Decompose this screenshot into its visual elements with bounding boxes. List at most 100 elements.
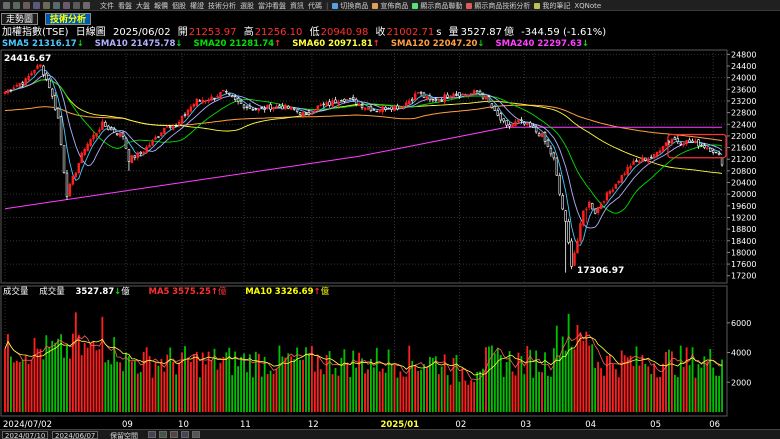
candle-body — [236, 97, 240, 102]
menu-symbol-technical[interactable]: 顯示商品技術分析 — [466, 1, 530, 11]
menu-stock[interactable]: 個股 — [172, 1, 186, 10]
menu-separator: | — [326, 1, 329, 10]
symbol-name[interactable]: 加權指數(TSE) — [2, 27, 69, 38]
status-field-1[interactable]: 2024/07/10 — [2, 431, 49, 439]
candle-body — [626, 167, 629, 175]
menu-warrant[interactable]: 權證 — [190, 1, 204, 10]
candle-body — [225, 91, 228, 93]
candle-body — [717, 153, 721, 155]
tab-intraday[interactable]: 走勢圖 — [1, 13, 39, 25]
candle-body — [154, 137, 157, 140]
volume-axis: 6000 4000 2000 — [727, 319, 751, 387]
candle-body — [605, 192, 609, 201]
status-icon[interactable] — [181, 431, 189, 438]
volume-bar — [316, 356, 319, 412]
sma20-legend: SMA20 21281.74↑ — [193, 39, 281, 49]
sma60-value: 20971.81 — [328, 39, 373, 49]
candle-body — [691, 140, 694, 143]
volume-panel-frame — [0, 285, 728, 417]
volume-bar — [609, 354, 611, 412]
status-icon[interactable] — [192, 431, 200, 438]
volume-bar — [520, 356, 523, 412]
candle-body — [83, 148, 86, 155]
volume-bar — [544, 352, 546, 412]
status-icon[interactable] — [170, 431, 178, 438]
volume-bar — [712, 367, 715, 412]
menu-watch[interactable]: 看盤 — [118, 1, 132, 10]
menu-my-notes[interactable]: 我的筆記 — [534, 1, 570, 11]
candle-body — [685, 140, 688, 144]
menu-file[interactable]: 文件 — [100, 1, 114, 10]
candle-body — [307, 111, 311, 115]
tab-technical[interactable]: 技術分析 — [45, 13, 92, 25]
menu-market[interactable]: 大盤 — [136, 1, 150, 10]
menu-quote[interactable]: 報價 — [154, 1, 168, 10]
period-label[interactable]: 日線圖 — [75, 27, 106, 38]
volume-bar — [184, 346, 186, 412]
menu-xqnote[interactable]: XQNote — [574, 1, 602, 10]
volume-bar — [166, 354, 169, 412]
menu-daytrade[interactable]: 當沖看盤 — [258, 1, 286, 10]
volume-ma10-line — [4, 336, 723, 376]
status-icon[interactable] — [159, 431, 167, 438]
volume-bar — [588, 345, 591, 412]
technical-chart[interactable]: 24800 24400 24000 23600 23200 22800 22400 22000… — [0, 0, 780, 429]
volume-bar — [685, 347, 688, 412]
candle-body — [396, 105, 399, 110]
volume-bar — [558, 355, 561, 412]
high-label: 高 — [243, 27, 254, 38]
candle-body — [301, 112, 305, 117]
volume-bar — [718, 375, 721, 412]
volume-bar — [517, 352, 520, 412]
menu-link-symbol[interactable]: 顯示商品聯動 — [412, 1, 462, 11]
menu-screener[interactable]: 選股 — [240, 1, 254, 10]
volume-bar — [485, 347, 487, 412]
candle-body — [245, 106, 249, 109]
volume-bar — [21, 359, 24, 412]
low-value: 20940.98 — [320, 27, 369, 38]
date-tick-label: 2024/07/02 — [3, 420, 52, 429]
candle-body — [3, 91, 7, 95]
candle-body — [331, 100, 334, 106]
moving-average-lines — [4, 69, 723, 246]
status-field-2[interactable]: 2024/06/07 — [52, 431, 99, 439]
menu-announce-symbol[interactable]: 宣佈商品 — [372, 1, 408, 11]
sma10-legend: SMA10 21475.78↓ — [95, 39, 183, 49]
high-value: 21256.10 — [254, 27, 303, 38]
candle-body — [284, 104, 287, 110]
menu-info[interactable]: 資訊 — [290, 1, 304, 10]
volume-bar — [372, 367, 375, 412]
candle-body — [98, 129, 101, 132]
menu-switch-symbol[interactable]: 切換商品 — [332, 1, 368, 11]
candle-body — [408, 100, 411, 105]
menu-code[interactable]: 代碼 — [308, 1, 322, 10]
candle-body — [160, 132, 163, 137]
candle-body — [360, 104, 364, 108]
candle-body — [230, 95, 234, 98]
candle-body — [189, 106, 193, 112]
menu-technical[interactable]: 技術分析 — [208, 1, 236, 10]
candle-body — [207, 99, 210, 102]
candle-body — [641, 157, 644, 162]
vol-label: 成交量 — [39, 287, 65, 297]
volume-bar — [721, 359, 723, 412]
volume-bar — [322, 374, 325, 412]
candle-body — [399, 107, 402, 109]
volume-panel-title: 成交量 — [3, 287, 29, 297]
volume-bar — [48, 346, 51, 412]
volume-bar — [709, 349, 712, 412]
candle-body — [50, 88, 54, 97]
candle-body — [124, 137, 128, 149]
date-tick-label: 12 — [308, 420, 319, 429]
volume-bar — [420, 369, 422, 412]
volume-bar — [653, 363, 656, 412]
candle-body — [570, 240, 573, 267]
volume-bar — [254, 351, 257, 412]
candle-body — [709, 147, 712, 152]
candle-body — [169, 126, 172, 128]
volume-bar — [308, 353, 310, 412]
volume-bar — [576, 324, 579, 412]
status-icon[interactable] — [148, 431, 156, 438]
candle-body — [567, 221, 570, 243]
volume-bar — [249, 354, 251, 412]
